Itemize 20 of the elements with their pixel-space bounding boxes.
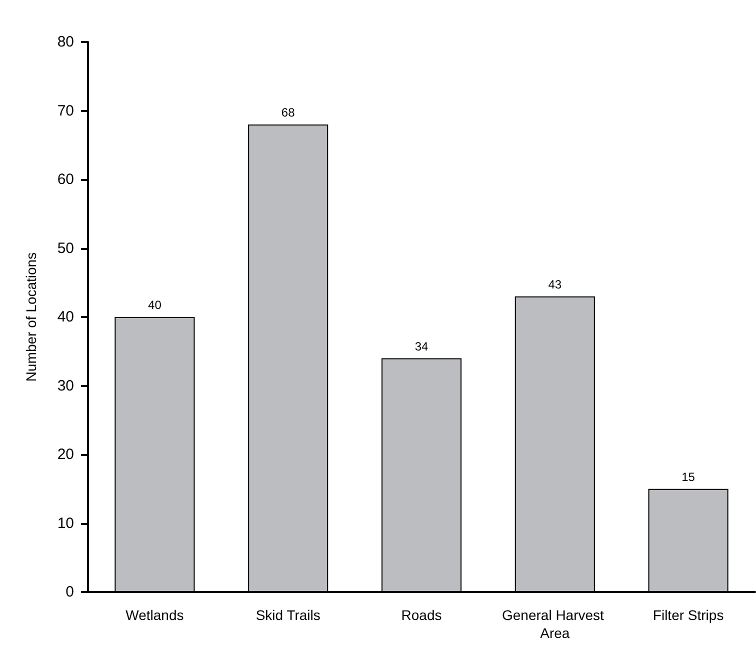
- data-label: 40: [148, 298, 162, 312]
- y-tick-label: 10: [57, 514, 74, 532]
- x-tick-label: Roads: [401, 607, 442, 623]
- y-tick-label: 50: [57, 240, 74, 257]
- y-tick-label: 30: [57, 377, 74, 394]
- data-label: 34: [414, 339, 428, 354]
- y-tick-label: 70: [57, 102, 74, 120]
- x-tick-label: Skid Trails: [256, 607, 320, 623]
- x-tick-label: Wetlands: [126, 607, 184, 623]
- y-tick-label: 0: [66, 584, 74, 600]
- y-axis-title: Number of Locations: [23, 252, 39, 382]
- y-tick-label: 60: [57, 171, 74, 188]
- y-tick-label: 80: [57, 34, 74, 50]
- x-tick-label: Filter Strips: [652, 607, 724, 623]
- y-tick-label: 20: [57, 446, 74, 463]
- data-label: 15: [682, 470, 696, 484]
- data-label: 43: [548, 277, 562, 292]
- data-label: 68: [281, 106, 296, 120]
- y-tick-label: 40: [57, 308, 74, 326]
- x-tick-label: General Harvest Area: [502, 607, 608, 641]
